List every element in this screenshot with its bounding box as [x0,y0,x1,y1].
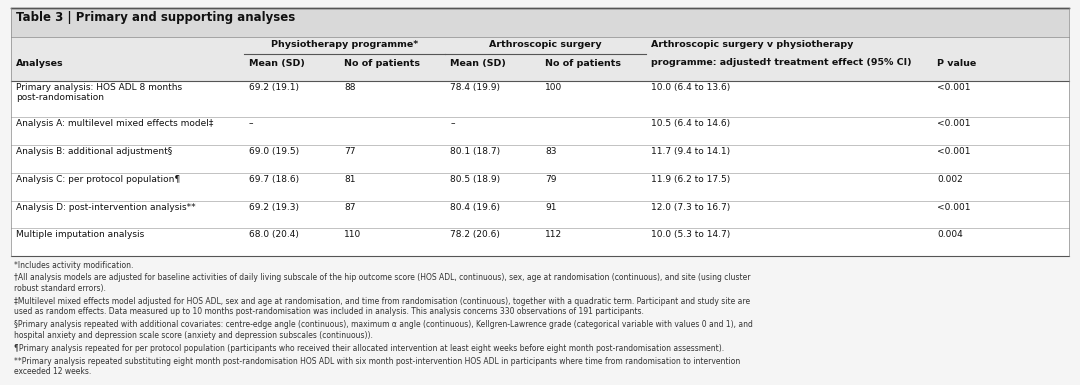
Text: P value: P value [937,59,976,68]
Text: 10.0 (6.4 to 13.6): 10.0 (6.4 to 13.6) [651,83,730,92]
Text: 80.4 (19.6): 80.4 (19.6) [450,203,500,211]
Text: 10.5 (6.4 to 14.6): 10.5 (6.4 to 14.6) [651,119,730,128]
Text: †All analysis models are adjusted for baseline activities of daily living subsca: †All analysis models are adjusted for ba… [14,273,751,293]
Text: 11.7 (9.4 to 14.1): 11.7 (9.4 to 14.1) [651,147,730,156]
Text: 68.0 (20.4): 68.0 (20.4) [249,230,299,239]
Text: Mean (SD): Mean (SD) [450,59,507,68]
Text: 91: 91 [545,203,557,211]
Text: 100: 100 [545,83,563,92]
Text: Table 3 | Primary and supporting analyses: Table 3 | Primary and supporting analyse… [16,11,296,24]
Text: 10.0 (5.3 to 14.7): 10.0 (5.3 to 14.7) [651,230,730,239]
Text: 69.7 (18.6): 69.7 (18.6) [249,175,299,184]
Text: Arthroscopic surgery v physiotherapy: Arthroscopic surgery v physiotherapy [651,40,853,49]
Text: No of patients: No of patients [345,59,420,68]
Bar [11,145,1069,173]
Text: No of patients: No of patients [545,59,621,68]
Text: Analysis C: per protocol population¶: Analysis C: per protocol population¶ [16,175,180,184]
Text: 112: 112 [545,230,563,239]
Text: 69.2 (19.3): 69.2 (19.3) [249,203,299,211]
Text: 69.0 (19.5): 69.0 (19.5) [249,147,299,156]
Text: Analysis D: post-intervention analysis**: Analysis D: post-intervention analysis** [16,203,195,211]
Text: 83: 83 [545,147,557,156]
Text: *Includes activity modification.: *Includes activity modification. [14,261,134,270]
Text: ¶Primary analysis repeated for per protocol population (participants who receive: ¶Primary analysis repeated for per proto… [14,344,725,353]
Text: 80.5 (18.9): 80.5 (18.9) [450,175,500,184]
Text: 12.0 (7.3 to 16.7): 12.0 (7.3 to 16.7) [651,203,730,211]
Bar [11,228,1069,256]
Text: 78.4 (19.9): 78.4 (19.9) [450,83,500,92]
Text: 77: 77 [345,147,355,156]
Text: Analysis B: additional adjustment§: Analysis B: additional adjustment§ [16,147,173,156]
Text: 11.9 (6.2 to 17.5): 11.9 (6.2 to 17.5) [651,175,730,184]
Bar [11,81,1069,117]
Text: §Primary analysis repeated with additional covariates: centre-edge angle (contin: §Primary analysis repeated with addition… [14,320,753,340]
Text: 0.002: 0.002 [937,175,962,184]
Bar [11,201,1069,228]
Bar [11,8,1069,37]
Text: **Primary analysis repeated substituting eight month post-randomisation HOS ADL : **Primary analysis repeated substituting… [14,357,740,376]
Text: Mean (SD): Mean (SD) [249,59,305,68]
Text: Analysis A: multilevel mixed effects model‡: Analysis A: multilevel mixed effects mod… [16,119,214,128]
Text: <0.001: <0.001 [937,119,971,128]
Text: <0.001: <0.001 [937,147,971,156]
Text: Multiple imputation analysis: Multiple imputation analysis [16,230,145,239]
Text: 110: 110 [345,230,362,239]
Text: Primary analysis: HOS ADL 8 months
post-randomisation: Primary analysis: HOS ADL 8 months post-… [16,83,183,102]
Text: 78.2 (20.6): 78.2 (20.6) [450,230,500,239]
Text: –: – [249,119,254,128]
Text: Analyses: Analyses [16,59,64,68]
Text: 79: 79 [545,175,557,184]
Text: <0.001: <0.001 [937,203,971,211]
Text: Arthroscopic surgery: Arthroscopic surgery [489,40,602,49]
Text: –: – [450,119,455,128]
Bar [11,37,1069,81]
Bar [11,173,1069,201]
Text: 87: 87 [345,203,355,211]
Text: 88: 88 [345,83,355,92]
Bar [11,117,1069,145]
Text: programme: adjusted† treatment effect (95% CI): programme: adjusted† treatment effect (9… [651,58,912,67]
Text: ‡Multilevel mixed effects model adjusted for HOS ADL, sex and age at randomisati: ‡Multilevel mixed effects model adjusted… [14,297,751,316]
Text: <0.001: <0.001 [937,83,971,92]
Text: 0.004: 0.004 [937,230,962,239]
Text: Physiotherapy programme*: Physiotherapy programme* [271,40,418,49]
Text: 80.1 (18.7): 80.1 (18.7) [450,147,500,156]
Text: 69.2 (19.1): 69.2 (19.1) [249,83,299,92]
Text: 81: 81 [345,175,355,184]
